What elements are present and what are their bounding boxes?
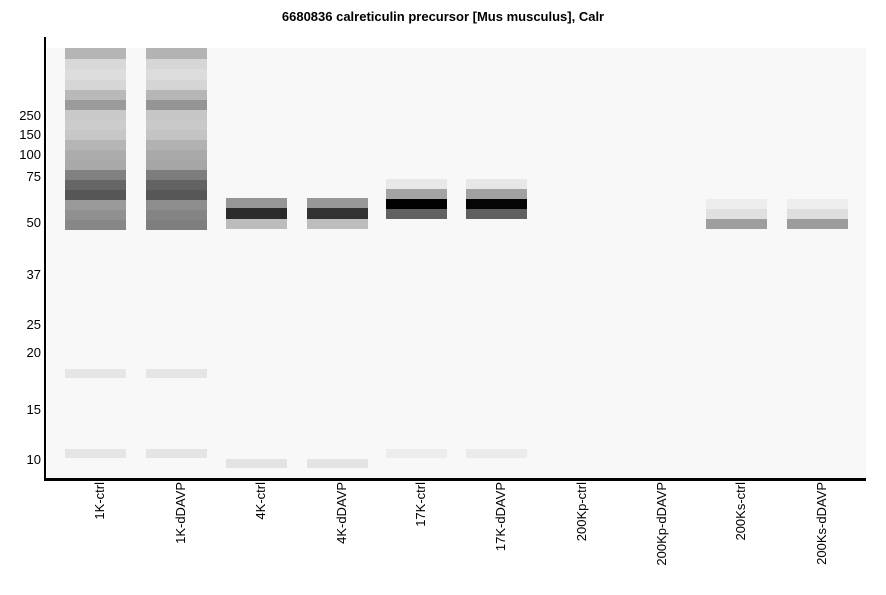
protein-band <box>65 369 126 378</box>
lane-label-200Ks-dDAVP: 200Ks-dDAVP <box>814 482 829 565</box>
protein-band <box>226 198 287 208</box>
y-tick-label-100: 100 <box>19 147 41 162</box>
gel-lane-200Ks-dDAVP <box>787 48 848 478</box>
protein-band <box>146 130 207 140</box>
protein-band <box>65 110 126 120</box>
protein-band <box>146 90 207 100</box>
protein-band <box>65 100 126 110</box>
protein-band <box>466 199 527 209</box>
protein-band <box>65 180 126 190</box>
protein-band <box>386 179 447 189</box>
protein-band <box>65 200 126 210</box>
y-tick-label-15: 15 <box>26 402 41 417</box>
protein-band <box>146 210 207 220</box>
protein-band <box>787 199 848 209</box>
protein-band <box>466 449 527 458</box>
protein-band <box>386 209 447 219</box>
protein-band <box>146 170 207 180</box>
protein-band <box>706 209 767 219</box>
protein-band <box>386 199 447 209</box>
protein-band <box>226 459 287 468</box>
y-axis-line <box>44 37 46 481</box>
protein-band <box>307 208 368 219</box>
protein-band <box>146 220 207 230</box>
gel-lane-1K-dDAVP <box>146 48 207 478</box>
lane-label-4K-dDAVP: 4K-dDAVP <box>334 482 349 544</box>
protein-band <box>65 190 126 200</box>
lane-label-17K-ctrl: 17K-ctrl <box>413 482 428 527</box>
protein-band <box>146 110 207 120</box>
protein-band <box>146 200 207 210</box>
protein-band <box>706 219 767 229</box>
protein-band <box>226 208 287 219</box>
y-tick-label-150: 150 <box>19 127 41 142</box>
protein-band <box>65 150 126 160</box>
protein-band <box>65 160 126 170</box>
protein-band <box>706 199 767 209</box>
protein-band <box>146 100 207 110</box>
protein-band <box>466 179 527 189</box>
protein-band <box>307 459 368 468</box>
protein-band <box>386 189 447 199</box>
protein-band <box>65 48 126 59</box>
lane-label-17K-dDAVP: 17K-dDAVP <box>493 482 508 552</box>
gel-lane-1K-ctrl <box>65 48 126 478</box>
lane-label-200Kp-dDAVP: 200Kp-dDAVP <box>654 482 669 566</box>
x-axis-line <box>44 478 866 481</box>
protein-band <box>146 369 207 378</box>
gel-lane-17K-ctrl <box>386 48 447 478</box>
protein-band <box>386 449 447 458</box>
protein-band <box>65 59 126 69</box>
gel-lane-200Kp-ctrl <box>547 48 608 478</box>
gel-lane-4K-ctrl <box>226 48 287 478</box>
lane-label-1K-ctrl: 1K-ctrl <box>92 482 107 520</box>
y-tick-label-50: 50 <box>26 215 41 230</box>
protein-band <box>65 120 126 130</box>
protein-band <box>65 140 126 150</box>
protein-band <box>146 80 207 90</box>
protein-band <box>146 190 207 200</box>
gel-lane-4K-dDAVP <box>307 48 368 478</box>
protein-band <box>787 219 848 229</box>
protein-band <box>65 449 126 458</box>
protein-band <box>65 80 126 90</box>
lane-label-200Kp-ctrl: 200Kp-ctrl <box>574 482 589 542</box>
protein-band <box>307 219 368 229</box>
y-tick-label-20: 20 <box>26 345 41 360</box>
y-tick-label-25: 25 <box>26 317 41 332</box>
lane-label-1K-dDAVP: 1K-dDAVP <box>173 482 188 544</box>
lane-label-4K-ctrl: 4K-ctrl <box>253 482 268 520</box>
y-tick-label-75: 75 <box>26 169 41 184</box>
protein-band <box>226 219 287 229</box>
protein-band <box>146 150 207 160</box>
gel-lane-200Kp-dDAVP <box>627 48 688 478</box>
protein-band <box>146 69 207 80</box>
protein-band <box>65 69 126 80</box>
gel-lane-200Ks-ctrl <box>706 48 767 478</box>
protein-band <box>146 180 207 190</box>
protein-band <box>466 209 527 219</box>
protein-band <box>65 90 126 100</box>
protein-band <box>65 220 126 230</box>
protein-band <box>146 140 207 150</box>
protein-band <box>466 189 527 199</box>
gel-lane-17K-dDAVP <box>466 48 527 478</box>
protein-band <box>307 198 368 208</box>
protein-band <box>146 120 207 130</box>
protein-band <box>65 130 126 140</box>
y-tick-label-10: 10 <box>26 452 41 467</box>
protein-band <box>146 59 207 69</box>
protein-band <box>787 209 848 219</box>
lane-label-200Ks-ctrl: 200Ks-ctrl <box>733 482 748 541</box>
protein-band <box>65 170 126 180</box>
protein-band <box>146 48 207 59</box>
chart-title: 6680836 calreticulin precursor [Mus musc… <box>281 9 605 24</box>
y-tick-label-250: 250 <box>19 108 41 123</box>
protein-band <box>65 210 126 220</box>
protein-band <box>146 160 207 170</box>
y-tick-label-37: 37 <box>26 267 41 282</box>
protein-band <box>146 449 207 458</box>
